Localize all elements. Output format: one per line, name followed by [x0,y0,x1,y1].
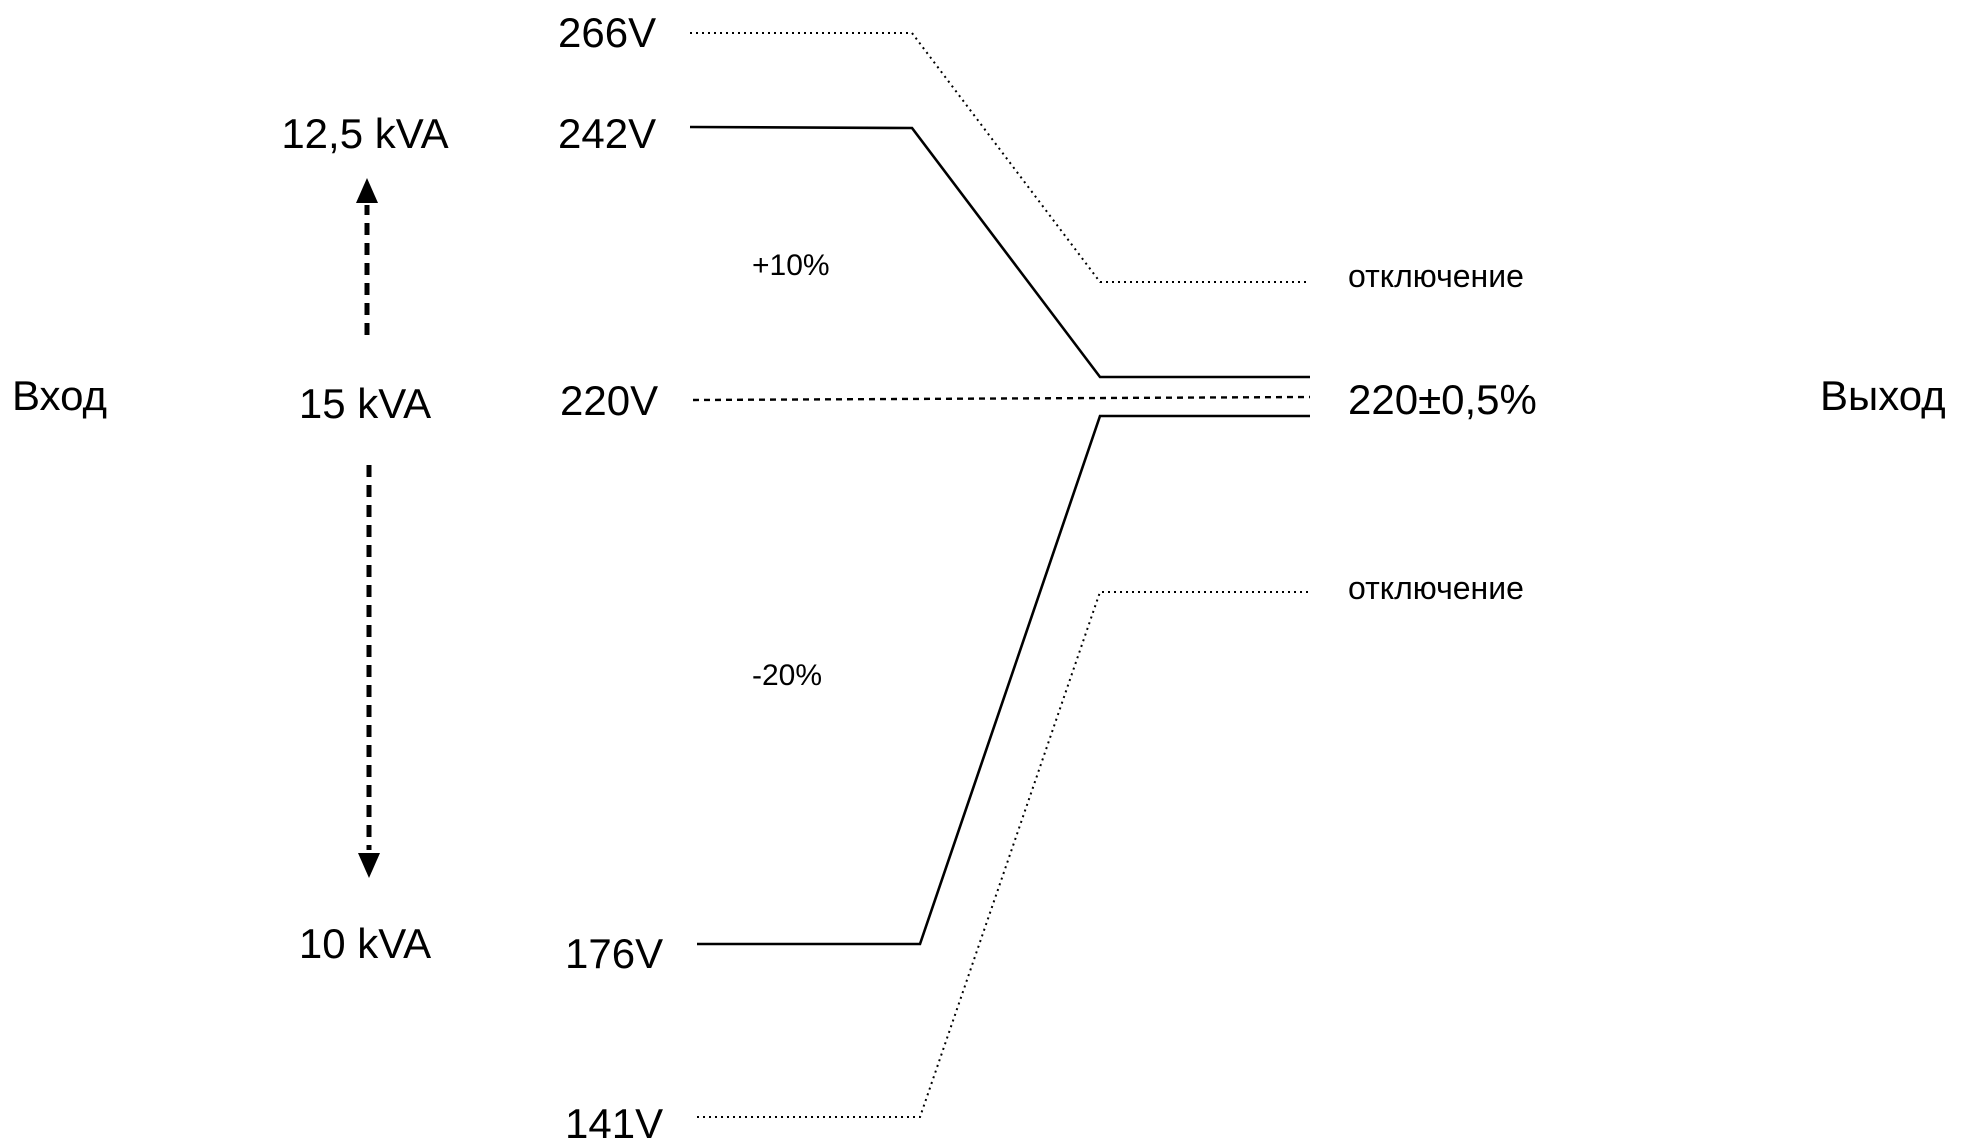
power-down-arrow [358,465,380,878]
power-up-arrow [356,178,378,335]
regulated-output-label: 220±0,5% [1348,376,1537,423]
upper-shutdown-line [690,32,1310,283]
plus-tolerance-label: +10% [752,249,830,282]
voltage-266-label: 266V [558,9,656,56]
power-min-label: 10 kVA [299,920,431,967]
output-label: Выход [1820,372,1946,419]
input-label: Вход [12,372,107,419]
voltage-242-label: 242V [558,110,656,157]
voltage-176-label: 176V [565,930,663,977]
power-max-label: 12,5 kVA [281,110,448,157]
shutdown-upper-label: отключение [1348,258,1524,294]
upper-regulation-line [689,125,1310,379]
nominal-voltage-line [692,395,1311,402]
shutdown-lower-label: отключение [1348,570,1524,606]
voltage-220-label: 220V [560,377,658,424]
lower-shutdown-line [697,591,1310,1118]
power-nominal-label: 15 kVA [299,380,431,427]
lower-regulation-line [697,414,1310,946]
minus-tolerance-label: -20% [752,659,822,692]
voltage-141-label: 141V [565,1100,663,1138]
